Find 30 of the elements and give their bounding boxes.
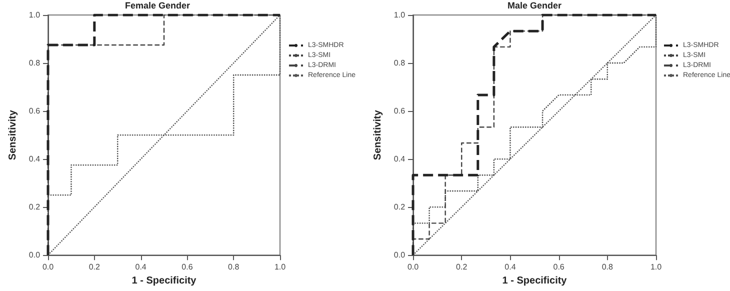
y-axis-title: Sensitivity <box>8 110 18 160</box>
y-tick-label: 0.0 <box>394 250 406 260</box>
x-tick-label: 0.6 <box>553 262 565 272</box>
x-axis-title: 1 - Specificity <box>132 276 197 286</box>
y-axis-title: Sensitivity <box>372 110 384 160</box>
x-tick-label: 0.4 <box>135 262 147 272</box>
y-tick-label: 0.6 <box>394 106 406 116</box>
x-tick-label: 0.0 <box>42 262 54 272</box>
y-tick-label: 0.4 <box>28 154 41 164</box>
x-tick-label: 0.2 <box>456 262 468 272</box>
y-tick-label: 0.2 <box>28 202 41 212</box>
y-tick-label: 0.0 <box>28 250 41 260</box>
y-tick-label: 0.8 <box>28 58 41 68</box>
x-tick-label: 0.8 <box>602 262 614 272</box>
y-tick-label: 1.0 <box>28 10 41 20</box>
x-tick-label: 1.0 <box>274 262 286 272</box>
x-tick-label: 0.4 <box>504 262 516 272</box>
y-tick-label: 0.4 <box>394 154 406 164</box>
chart-title: Female Gender <box>124 0 191 10</box>
y-tick-label: 0.6 <box>28 106 41 116</box>
y-tick-label: 0.2 <box>394 202 406 212</box>
y-tick-label: 1.0 <box>394 10 406 20</box>
x-tick-label: 0.6 <box>182 262 194 272</box>
y-tick-label: 0.8 <box>394 58 406 68</box>
chart-title: Male Gender <box>507 0 562 10</box>
x-axis-title: 1 - Specificity <box>502 276 568 286</box>
x-tick-label: 0.0 <box>407 262 420 272</box>
x-tick-label: 0.8 <box>228 262 240 272</box>
x-tick-label: 0.2 <box>88 262 101 272</box>
x-tick-label: 1.0 <box>650 262 662 272</box>
